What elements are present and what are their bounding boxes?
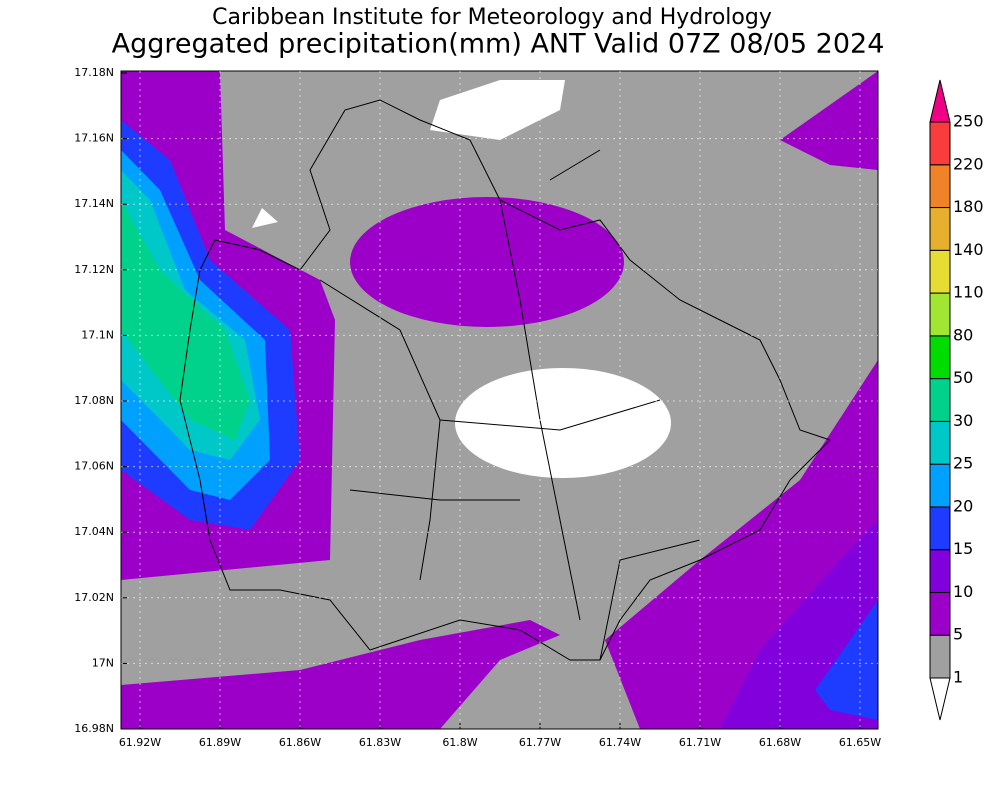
x-tick-label: 61.83W: [359, 736, 401, 749]
subtitle: Aggregated precipitation(mm) ANT Valid 0…: [112, 29, 885, 60]
colorbar-segment: [929, 207, 951, 251]
colorbar-segment: [929, 164, 951, 209]
colorbar-segment: [929, 634, 951, 679]
colorbar-segment: [929, 249, 951, 294]
colorbar-low: [929, 677, 951, 721]
colorbar-segment: [929, 549, 951, 593]
colorbar-label: 140: [953, 240, 984, 259]
colorbar-label: 50: [953, 368, 973, 387]
colorbar-label: 15: [953, 539, 973, 558]
x-tick-label: 61.8W: [442, 736, 477, 749]
x-tick-label: 61.86W: [279, 736, 321, 749]
y-tick-label: 17.02N: [74, 591, 114, 604]
title: Caribbean Institute for Meteorology and …: [212, 5, 772, 30]
x-tick-label: 61.74W: [599, 736, 641, 749]
colorbar-label: 25: [953, 454, 973, 473]
x-tick-label: 61.89W: [199, 736, 241, 749]
colorbar-segment: [929, 463, 951, 508]
colorbar-label: 250: [953, 112, 984, 131]
colorbar-segment: [929, 591, 951, 636]
colorbar-segment: [929, 420, 951, 465]
y-tick-label: 16.98N: [74, 722, 114, 735]
colorbar-label: 80: [953, 325, 973, 344]
colorbar-segment: [929, 335, 951, 380]
colorbar-label: 10: [953, 582, 973, 601]
y-tick-label: 17.04N: [74, 525, 114, 538]
y-tick-label: 17.06N: [74, 460, 114, 473]
colorbar-label: 5: [953, 625, 963, 644]
precip-field: [121, 71, 878, 729]
x-tick-label: 61.68W: [759, 736, 801, 749]
colorbar-segment: [929, 121, 951, 166]
colorbar-segment: [929, 378, 951, 422]
colorbar-label: 30: [953, 411, 973, 430]
y-tick-label: 17.12N: [74, 263, 114, 276]
colorbar-label: 110: [953, 283, 984, 302]
x-tick-label: 61.65W: [839, 736, 881, 749]
x-tick-label: 61.71W: [679, 736, 721, 749]
colorbar-label: 1: [953, 668, 963, 687]
colorbar-segment: [929, 506, 951, 551]
colorbar-label: 220: [953, 154, 984, 173]
colorbar-label: 20: [953, 496, 973, 515]
colorbar-high: [929, 79, 951, 123]
x-tick-label: 61.92W: [119, 736, 161, 749]
colorbar-segment: [929, 292, 951, 337]
colorbar-label: 180: [953, 197, 984, 216]
y-tick-label: 17.16N: [74, 132, 114, 145]
x-tick-label: 61.77W: [519, 736, 561, 749]
y-tick-label: 17N: [92, 656, 114, 669]
y-tick-label: 17.14N: [74, 197, 114, 210]
y-tick-label: 17.1N: [81, 328, 114, 341]
map-frame: [120, 70, 879, 730]
y-tick-label: 17.18N: [74, 66, 114, 79]
y-tick-label: 17.08N: [74, 394, 114, 407]
